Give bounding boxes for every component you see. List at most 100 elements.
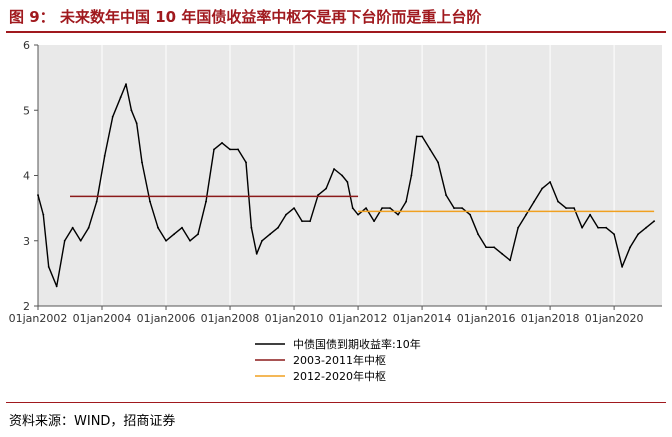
yield-data-point — [181, 226, 183, 229]
yield-data-point — [415, 135, 418, 138]
yield-data-point — [557, 200, 560, 203]
yield-data-point — [613, 233, 616, 236]
yield-data-point — [637, 233, 640, 236]
yield-data-point — [189, 239, 191, 242]
y-tick-label: 2 — [23, 300, 30, 313]
yield-data-point — [317, 194, 319, 196]
yield-data-point — [389, 207, 391, 210]
x-tick-label: 01jan2020 — [585, 312, 644, 325]
yield-data-point — [573, 207, 576, 210]
plot-area — [38, 45, 662, 306]
yield-data-point — [477, 233, 479, 236]
source-divider — [6, 402, 666, 403]
yield-data-point — [245, 161, 247, 164]
yield-data-point — [255, 252, 258, 255]
yield-data-point — [493, 246, 495, 249]
x-tick-label: 01jan2018 — [521, 312, 580, 325]
yield-data-point — [87, 226, 90, 229]
yield-data-point — [445, 194, 447, 196]
yield-data-point — [453, 207, 455, 210]
yield-data-point — [261, 239, 263, 242]
yield-data-point — [421, 135, 423, 138]
yield-data-point — [42, 213, 45, 216]
yield-data-point — [79, 239, 82, 242]
yield-data-point — [605, 226, 608, 229]
yield-data-point — [469, 213, 471, 216]
yield-data-point — [111, 115, 114, 118]
yield-data-point — [103, 155, 106, 157]
yield-data-point — [269, 233, 271, 236]
yield-data-point — [165, 239, 167, 242]
yield-data-point — [277, 226, 279, 229]
yield-data-point — [293, 207, 295, 210]
yield-data-point — [250, 226, 253, 229]
yield-data-point — [461, 207, 463, 210]
yield-data-point — [581, 226, 584, 229]
yield-data-point — [357, 213, 359, 216]
yield-data-point — [629, 246, 632, 249]
x-tick-label: 01jan2008 — [201, 312, 260, 325]
y-tick-label: 4 — [23, 170, 30, 183]
yield-data-point — [205, 200, 207, 203]
yield-data-point — [525, 213, 527, 216]
yield-data-point — [221, 141, 223, 144]
figure-number: 图 9： — [9, 8, 55, 26]
yield-data-point — [565, 207, 568, 210]
x-tick-label: 01jan2014 — [393, 312, 452, 325]
x-tick-label: 01jan2016 — [457, 312, 516, 325]
yield-data-point — [549, 181, 552, 183]
yield-data-point — [429, 148, 431, 151]
x-tick-label: 01jan2002 — [9, 312, 68, 325]
yield-data-point — [71, 226, 74, 229]
yield-data-point — [437, 161, 439, 164]
yield-data-point — [213, 148, 215, 151]
yield-data-point — [501, 252, 503, 255]
yield-data-point — [325, 187, 327, 190]
yield-data-point — [173, 233, 175, 236]
yield-data-point — [351, 207, 354, 210]
yield-data-point — [381, 207, 383, 210]
title-divider — [6, 31, 666, 33]
yield-data-point — [301, 220, 303, 223]
yield-data-point — [509, 259, 511, 262]
figure-title-text: 未来数年中国 10 年国债收益率中枢不是再下台阶而是重上台阶 — [60, 8, 482, 26]
yield-data-point — [410, 174, 413, 177]
yield-data-point — [197, 233, 199, 236]
x-tick-label: 01jan2004 — [73, 312, 132, 325]
yield-data-point — [346, 181, 349, 183]
yield-data-point — [533, 200, 535, 203]
legend-label: 2012-2020年中枢 — [293, 369, 386, 383]
yield-data-point — [157, 226, 159, 229]
source-note: 资料来源：WIND，招商证券 — [9, 414, 176, 429]
yield-data-point — [589, 213, 592, 216]
yield-data-point — [645, 226, 648, 229]
yield-data-point — [135, 122, 138, 125]
yield-data-point — [130, 109, 133, 112]
yield-data-point — [95, 200, 98, 203]
yield-data-point — [541, 187, 544, 190]
x-tick-label: 01jan2006 — [137, 312, 196, 325]
yield-data-point — [229, 148, 231, 151]
yield-data-point — [149, 200, 151, 203]
yield-data-point — [341, 174, 343, 177]
yield-data-point — [405, 200, 407, 203]
x-tick-label: 01jan2012 — [329, 312, 388, 325]
yield-data-point — [55, 285, 58, 288]
legend-label: 2003-2011年中枢 — [293, 353, 386, 367]
figure-title: 图 9： 未来数年中国 10 年国债收益率中枢不是再下台阶而是重上台阶 — [0, 0, 672, 30]
yield-data-point — [365, 207, 367, 210]
yield-data-point — [397, 213, 399, 216]
yield-chart: 01jan2002 01jan2004 01jan2006 01jan2008 01ja… — [9, 39, 662, 383]
yield-data-point — [373, 220, 375, 223]
yield-data-point — [597, 226, 600, 229]
yield-data-point — [119, 96, 122, 99]
yield-data-point — [309, 220, 311, 223]
yield-data-point — [517, 226, 519, 229]
yield-data-point — [333, 168, 335, 170]
yield-data-point — [237, 148, 239, 151]
yield-data-point — [653, 220, 656, 223]
yield-data-point — [125, 83, 127, 86]
y-tick-label: 5 — [23, 104, 30, 117]
yield-data-point — [285, 213, 287, 216]
x-tick-label: 01jan2010 — [265, 312, 324, 325]
